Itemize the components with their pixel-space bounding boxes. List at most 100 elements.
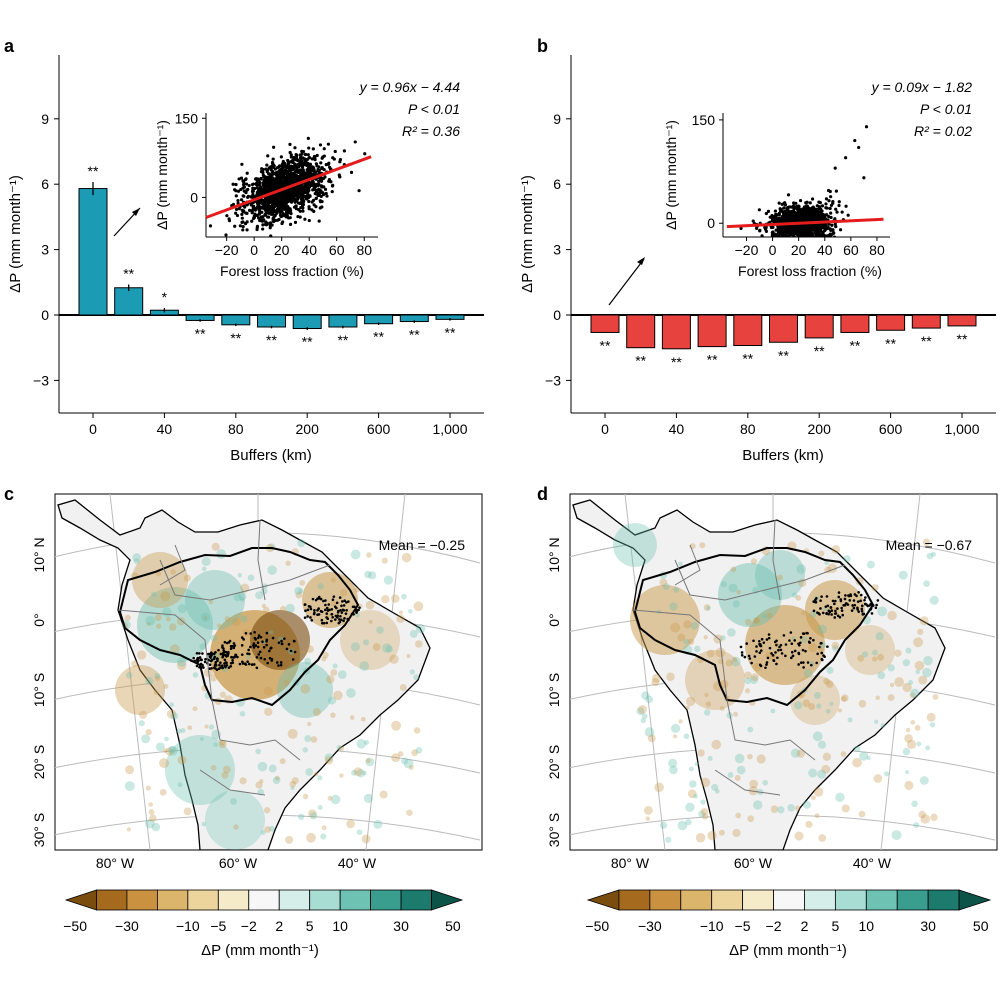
anomaly-speck — [732, 828, 741, 838]
anomaly-speck — [801, 610, 806, 616]
anomaly-speck — [825, 708, 831, 714]
bar — [221, 314, 251, 326]
significance-dot — [790, 650, 794, 654]
significance-dot — [802, 666, 805, 669]
scatter-point — [278, 169, 282, 173]
significance-label: ** — [742, 351, 753, 367]
anomaly-speck — [813, 691, 821, 699]
scatter-point — [864, 125, 869, 129]
significance-dot — [326, 609, 330, 612]
significance-dot — [748, 657, 752, 660]
significance-dot — [830, 609, 834, 612]
significance-dot — [268, 649, 271, 653]
anomaly-speck — [922, 538, 931, 547]
scatter-point — [275, 202, 280, 206]
significance-dot — [825, 611, 828, 615]
scatter-point — [261, 215, 265, 219]
bar — [590, 314, 620, 333]
scatter-point — [239, 187, 243, 192]
anomaly-speck — [239, 711, 246, 717]
scatter-point — [285, 197, 289, 201]
inset-y-tick-label: 150 — [175, 110, 199, 126]
anomaly-speck — [913, 822, 920, 828]
anomaly-speck — [841, 804, 850, 813]
scatter-point — [814, 207, 819, 211]
anomaly-speck — [877, 606, 888, 617]
anomaly-speck — [159, 758, 170, 769]
significance-dot — [841, 613, 845, 617]
scatter-point — [287, 199, 292, 203]
anomaly-speck — [260, 830, 266, 835]
x-tick-label: 200 — [808, 421, 832, 437]
anomaly-speck — [749, 675, 759, 685]
lon-label: 40° W — [853, 855, 892, 871]
significance-dot — [343, 599, 346, 602]
scatter-point — [291, 192, 295, 197]
anomaly-patch — [302, 572, 358, 628]
significance-dot — [233, 644, 237, 647]
scatter-point — [782, 206, 786, 210]
y-axis-label-b: ΔP (mm month⁻¹) — [519, 175, 536, 293]
anomaly-speck — [787, 803, 795, 812]
significance-dot — [860, 604, 864, 608]
scatter-point — [319, 184, 324, 188]
scatter-point — [271, 218, 275, 222]
scatter-point — [307, 205, 311, 209]
scatter-point — [837, 203, 841, 208]
significance-dot — [257, 634, 261, 637]
significance-dot — [219, 652, 223, 656]
scatter-point — [301, 192, 305, 196]
anomaly-speck — [823, 606, 829, 612]
scatter-point — [807, 242, 810, 245]
anomaly-speck — [871, 649, 878, 656]
significance-dot — [767, 636, 771, 640]
y-tick-label: 6 — [41, 176, 49, 192]
significance-dot — [234, 653, 237, 657]
colorbar-d: −50 −30 −10 −5 −2 2 5 10 30 50 — [585, 889, 992, 934]
scatter-point — [294, 173, 299, 178]
scatter-point — [268, 200, 272, 204]
scatter-point — [269, 234, 273, 237]
scatter-point — [760, 234, 764, 237]
anomaly-speck — [268, 764, 277, 773]
x-tick-label: 0 — [601, 421, 609, 437]
anomaly-speck — [408, 765, 414, 771]
scatter-point — [317, 219, 321, 223]
significance-dot — [280, 639, 283, 643]
anomaly-speck — [153, 690, 159, 696]
scatter-point — [820, 209, 824, 213]
anomaly-speck — [832, 645, 839, 652]
anomaly-patch — [250, 610, 310, 670]
significance-dots-c — [190, 595, 361, 671]
significance-dot — [214, 661, 218, 664]
significance-dot — [247, 662, 251, 666]
inset-x-tick-label: 60 — [329, 242, 345, 258]
scatter-point — [242, 180, 246, 184]
scatter-point — [810, 211, 814, 216]
scatter-point — [289, 155, 293, 159]
amazon-boundary-c — [118, 547, 360, 707]
scatter-point — [293, 220, 298, 224]
anomaly-speck — [887, 664, 895, 672]
scatter-point — [294, 164, 298, 168]
anomaly-speck — [871, 584, 879, 592]
panel-c: c Mean = −0.25 10° N 0° 10° S 20° S 30° S 80… — [4, 484, 483, 871]
scatter-point — [338, 174, 342, 179]
scatter-point — [261, 167, 265, 172]
scatter-point — [832, 235, 837, 237]
precip-anomaly-c — [115, 539, 426, 850]
significance-dot — [317, 597, 321, 600]
scatter-point — [275, 179, 279, 183]
significance-dot — [216, 659, 219, 663]
anomaly-speck — [145, 785, 151, 791]
anomaly-speck — [362, 639, 370, 646]
scatter-point — [799, 236, 802, 237]
significance-dot — [256, 636, 260, 640]
scatter-point — [251, 216, 256, 221]
anomaly-speck — [829, 701, 834, 706]
scatter-point — [273, 167, 277, 171]
anomaly-speck — [363, 740, 370, 746]
anomaly-speck — [852, 757, 862, 768]
scatter-point — [244, 177, 248, 181]
anomaly-speck — [385, 645, 393, 653]
